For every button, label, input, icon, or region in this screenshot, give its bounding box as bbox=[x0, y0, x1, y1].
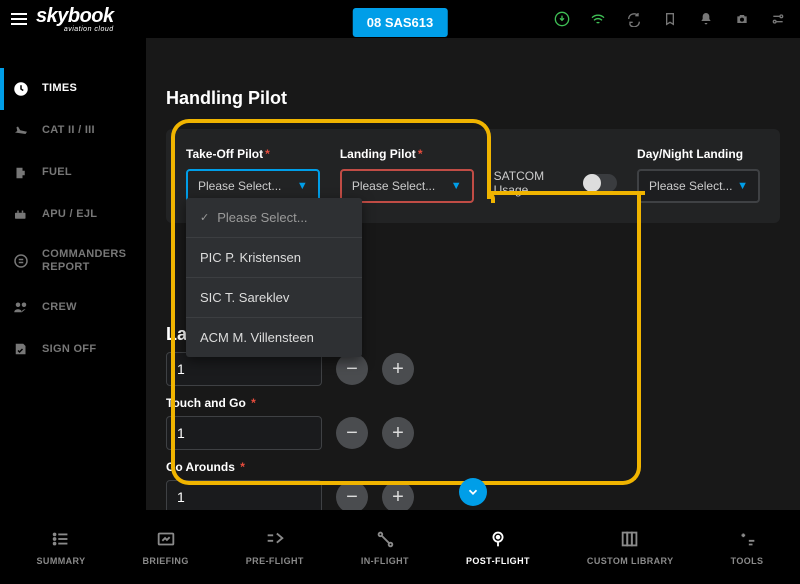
sidebar-item-label: TIMES bbox=[42, 82, 77, 95]
clock-icon bbox=[12, 80, 30, 98]
dropdown-option[interactable]: PIC P. Kristensen bbox=[186, 237, 362, 277]
inflight-icon bbox=[374, 528, 396, 550]
touch-and-go-label: Touch and Go * bbox=[166, 396, 414, 410]
sidebar-item-apu[interactable]: APU / EJL bbox=[0, 194, 146, 236]
plane-landing-icon bbox=[12, 122, 30, 140]
tools-icon bbox=[736, 528, 758, 550]
section2-title: La bbox=[166, 324, 187, 345]
sidebar-item-crew[interactable]: CREW bbox=[0, 286, 146, 328]
chevron-down-icon: ▼ bbox=[451, 180, 462, 192]
dropdown-option-placeholder[interactable]: ✓Please Select... bbox=[186, 198, 362, 237]
section-title: Handling Pilot bbox=[166, 88, 780, 109]
bookmark-icon[interactable] bbox=[662, 11, 678, 27]
stepper-minus-button[interactable]: − bbox=[336, 417, 368, 449]
fuel-icon bbox=[12, 164, 30, 182]
sidebar-item-label: SIGN OFF bbox=[42, 343, 96, 356]
flight-id-pill[interactable]: 08 SAS613 bbox=[353, 8, 448, 37]
sidebar-item-label: FUEL bbox=[42, 166, 72, 179]
daynight-label: Day/Night Landing bbox=[637, 147, 760, 161]
signoff-icon bbox=[12, 340, 30, 358]
takeoff-pilot-dropdown[interactable]: ✓Please Select... PIC P. Kristensen SIC … bbox=[186, 198, 362, 357]
postflight-icon bbox=[487, 528, 509, 550]
stepper-input[interactable]: 1 bbox=[166, 480, 322, 510]
bottomnav-summary[interactable]: SUMMARY bbox=[37, 528, 86, 566]
sidebar-item-cat[interactable]: CAT II / III bbox=[0, 110, 146, 152]
chevron-down-icon: ▼ bbox=[297, 180, 308, 192]
menu-icon[interactable] bbox=[8, 8, 30, 30]
chevron-down-icon bbox=[466, 485, 480, 499]
bottomnav-label: POST-FLIGHT bbox=[466, 556, 530, 566]
wifi-icon[interactable] bbox=[590, 11, 606, 27]
stepper-plus-button[interactable]: + bbox=[382, 353, 414, 385]
main-content: Handling Pilot Take-Off Pilot* Please Se… bbox=[146, 38, 800, 510]
stepper-minus-button[interactable]: − bbox=[336, 481, 368, 510]
sidebar-item-signoff[interactable]: SIGN OFF bbox=[0, 328, 146, 370]
takeoff-pilot-value: Please Select... bbox=[198, 179, 281, 193]
bottom-nav: SUMMARY BRIEFING PRE-FLIGHT IN-FLIGHT PO… bbox=[0, 510, 800, 584]
summary-icon bbox=[50, 528, 72, 550]
sidebar-item-fuel[interactable]: FUEL bbox=[0, 152, 146, 194]
handling-pilot-panel: Take-Off Pilot* Please Select... ▼ Landi… bbox=[166, 129, 780, 223]
bottomnav-inflight[interactable]: IN-FLIGHT bbox=[361, 528, 409, 566]
crew-icon bbox=[12, 298, 30, 316]
landing-pilot-value: Please Select... bbox=[352, 179, 435, 193]
sidebar-item-commanders[interactable]: COMMANDERS REPORT bbox=[0, 236, 146, 286]
bottomnav-preflight[interactable]: PRE-FLIGHT bbox=[246, 528, 304, 566]
dropdown-option[interactable]: SIC T. Sareklev bbox=[186, 277, 362, 317]
bottomnav-tools[interactable]: TOOLS bbox=[731, 528, 764, 566]
satcom-toggle[interactable] bbox=[583, 174, 617, 192]
camera-icon[interactable] bbox=[734, 11, 750, 27]
preflight-icon bbox=[264, 528, 286, 550]
brand-name: skybook bbox=[36, 6, 114, 26]
sidebar-item-label: CREW bbox=[42, 301, 77, 314]
topbar-actions bbox=[554, 11, 786, 27]
bottomnav-briefing[interactable]: BRIEFING bbox=[143, 528, 189, 566]
bottomnav-label: CUSTOM LIBRARY bbox=[587, 556, 674, 566]
bottomnav-label: PRE-FLIGHT bbox=[246, 556, 304, 566]
report-icon bbox=[12, 252, 30, 270]
bottomnav-library[interactable]: CUSTOM LIBRARY bbox=[587, 528, 674, 566]
sidebar-item-label: CAT II / III bbox=[42, 124, 95, 137]
check-icon: ✓ bbox=[200, 211, 209, 224]
stepper-plus-button[interactable]: + bbox=[382, 417, 414, 449]
go-arounds-label: Go Arounds * bbox=[166, 460, 414, 474]
library-icon bbox=[619, 528, 641, 550]
topbar: skybook aviation cloud 08 SAS613 bbox=[0, 0, 800, 38]
takeoff-pilot-label: Take-Off Pilot* bbox=[186, 147, 320, 161]
settings-icon[interactable] bbox=[770, 11, 786, 27]
daynight-select[interactable]: Please Select... ▼ bbox=[637, 169, 760, 203]
refresh-icon[interactable] bbox=[626, 11, 642, 27]
bottomnav-postflight[interactable]: POST-FLIGHT bbox=[466, 528, 530, 566]
battery-icon bbox=[12, 206, 30, 224]
download-icon[interactable] bbox=[554, 11, 570, 27]
sidebar-item-times[interactable]: TIMES bbox=[0, 68, 146, 110]
satcom-toggle-group: SATCOM Usage bbox=[494, 169, 617, 197]
bottomnav-label: TOOLS bbox=[731, 556, 764, 566]
sidebar: TIMES CAT II / III FUEL APU / EJL COMMAN… bbox=[0, 38, 146, 510]
daynight-value: Please Select... bbox=[649, 179, 732, 193]
bottomnav-label: BRIEFING bbox=[143, 556, 189, 566]
sidebar-item-label: COMMANDERS REPORT bbox=[42, 248, 134, 274]
brand-tagline: aviation cloud bbox=[64, 26, 114, 33]
stepper-input[interactable]: 1 bbox=[166, 416, 322, 450]
stepper-minus-button[interactable]: − bbox=[336, 353, 368, 385]
bell-icon[interactable] bbox=[698, 11, 714, 27]
sidebar-item-label: APU / EJL bbox=[42, 208, 97, 221]
stepper-input[interactable]: 1 bbox=[166, 352, 322, 386]
satcom-label: SATCOM Usage bbox=[494, 169, 573, 197]
chevron-down-icon: ▼ bbox=[737, 180, 748, 192]
bottomnav-label: IN-FLIGHT bbox=[361, 556, 409, 566]
briefing-icon bbox=[155, 528, 177, 550]
landing-pilot-label: Landing Pilot* bbox=[340, 147, 474, 161]
brand-logo: skybook aviation cloud bbox=[36, 6, 114, 33]
bottomnav-label: SUMMARY bbox=[37, 556, 86, 566]
stepper-plus-button[interactable]: + bbox=[382, 481, 414, 510]
dropdown-option[interactable]: ACM M. Villensteen bbox=[186, 317, 362, 357]
scroll-down-button[interactable] bbox=[459, 478, 487, 506]
